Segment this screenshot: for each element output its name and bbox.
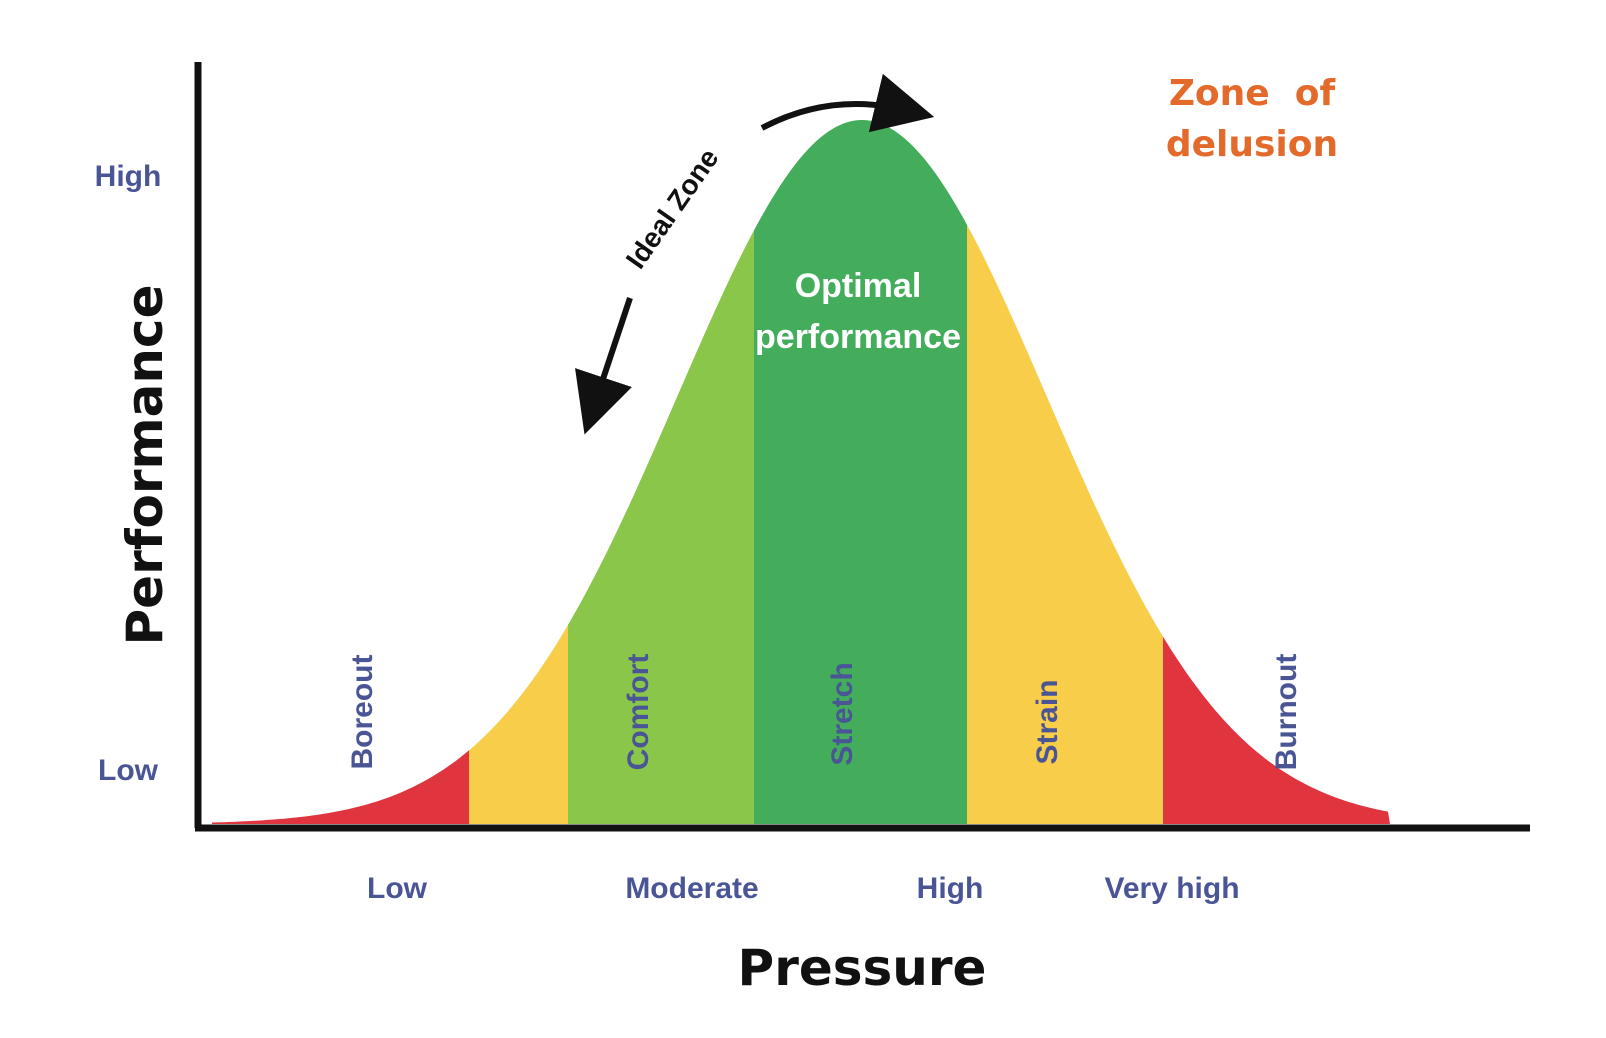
zone-band-strain [967, 120, 1164, 824]
x-axis-title: Pressure [738, 939, 987, 997]
zone-label-boreout: Boreout [346, 655, 379, 770]
x-tick-low: Low [367, 872, 428, 905]
ideal-zone-left-arrow [575, 297, 633, 435]
x-tick-moderate: Moderate [625, 872, 758, 905]
zone-band-boreout [212, 120, 470, 824]
optimal-label-line1: Optimal [795, 267, 922, 305]
zone-band-transition [469, 120, 569, 824]
zone-label-comfort: Comfort [622, 654, 655, 771]
zone-label-burnout: Burnout [1270, 654, 1303, 771]
x-tick-very-high: Very high [1104, 872, 1239, 905]
optimal-label-line2: performance [755, 318, 961, 356]
x-tick-high: High [917, 872, 984, 905]
y-tick-low: Low [98, 754, 159, 787]
zone-band-stretch [754, 120, 968, 824]
y-tick-high: High [95, 160, 162, 193]
ideal-zone-top-arrow [760, 73, 935, 133]
zone-label-stretch: Stretch [826, 662, 859, 765]
zone-of-delusion-line1: Zone of [1169, 73, 1336, 114]
ideal-zone-label: Ideal Zone [620, 143, 725, 274]
y-axis-title: Performance [116, 285, 174, 646]
zone-band-comfort [568, 120, 755, 824]
zone-label-strain: Strain [1031, 679, 1064, 764]
zone-of-delusion-line2: delusion [1166, 124, 1338, 165]
